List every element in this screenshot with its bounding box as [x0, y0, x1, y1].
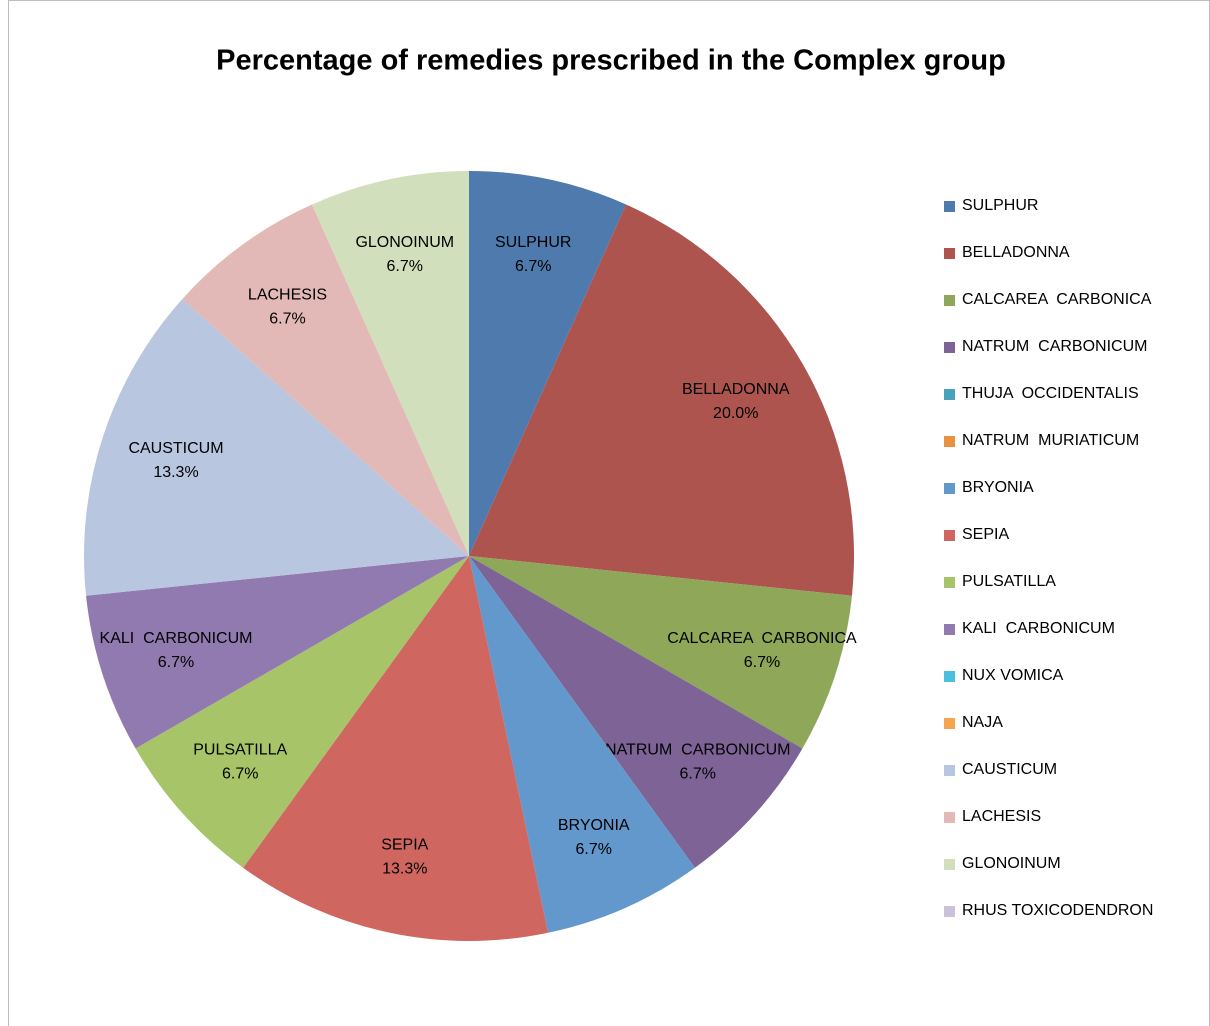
- legend-label: BRYONIA: [962, 479, 1034, 496]
- legend-swatch: [944, 671, 955, 682]
- slice-value-label: 6.7%: [387, 258, 423, 275]
- legend-swatch: [944, 624, 955, 635]
- legend-label: CAUSTICUM: [962, 761, 1057, 778]
- legend-swatch: [944, 389, 955, 400]
- legend-swatch: [944, 530, 955, 541]
- legend-swatch: [944, 765, 955, 776]
- slice-category-label: CAUSTICUM: [128, 440, 223, 457]
- legend-swatch: [944, 718, 955, 729]
- slice-value-label: 6.7%: [744, 654, 780, 671]
- slice-value-label: 6.7%: [680, 765, 716, 782]
- legend-swatch: [944, 436, 955, 447]
- legend-label: PULSATILLA: [962, 573, 1056, 590]
- legend-swatch: [944, 577, 955, 588]
- slice-value-label: 6.7%: [158, 654, 194, 671]
- slice-category-label: SEPIA: [381, 836, 428, 853]
- pie-slice: [469, 556, 695, 933]
- legend-swatch: [944, 342, 955, 353]
- slice-category-label: CALCAREA CARBONICA: [667, 630, 857, 647]
- pie-slice: [469, 204, 854, 596]
- legend-label: GLONOINUM: [962, 855, 1061, 872]
- legend-label: SULPHUR: [962, 197, 1038, 214]
- slice-value-label: 6.7%: [576, 841, 612, 858]
- legend-label: LACHESIS: [962, 808, 1041, 825]
- legend-label: NATRUM MURIATICUM: [962, 432, 1139, 449]
- legend-label: THUJA OCCIDENTALIS: [962, 385, 1139, 402]
- legend-swatch: [944, 906, 955, 917]
- pie-slice: [469, 556, 852, 749]
- slice-category-label: BRYONIA: [558, 817, 630, 834]
- slice-value-label: 6.7%: [222, 765, 258, 782]
- legend-swatch: [944, 483, 955, 494]
- legend-label: NUX VOMICA: [962, 667, 1064, 684]
- legend-label: RHUS TOXICODENDRON: [962, 902, 1153, 919]
- legend-swatch: [944, 859, 955, 870]
- slice-category-label: SULPHUR: [495, 234, 571, 251]
- pie-slice: [135, 556, 470, 868]
- legend-swatch: [944, 201, 955, 212]
- slice-value-label: 20.0%: [713, 405, 758, 422]
- slice-value-label: 6.7%: [515, 258, 551, 275]
- legend-label: KALI CARBONICUM: [962, 620, 1115, 637]
- legend-swatch: [944, 248, 955, 259]
- pie-slice: [182, 204, 470, 556]
- legend-label: SEPIA: [962, 526, 1009, 543]
- slice-category-label: BELLADONNA: [682, 381, 790, 398]
- chart-title: Percentage of remedies prescribed in the…: [216, 45, 1006, 77]
- slice-value-label: 6.7%: [269, 310, 305, 327]
- pie-slice: [469, 171, 627, 556]
- slice-category-label: PULSATILLA: [193, 741, 287, 758]
- pie-slice: [84, 299, 469, 596]
- slice-category-label: KALI CARBONICUM: [100, 630, 253, 647]
- slice-category-label: GLONOINUM: [355, 234, 454, 251]
- legend-label: BELLADONNA: [962, 244, 1070, 261]
- legend-swatch: [944, 812, 955, 823]
- pie-slice: [311, 171, 469, 556]
- slice-category-label: NATRUM CARBONICUM: [605, 741, 790, 758]
- slice-value-label: 13.3%: [153, 464, 198, 481]
- legend-swatch: [944, 295, 955, 306]
- pie-slice: [243, 556, 549, 941]
- legend-label: CALCAREA CARBONICA: [962, 291, 1152, 308]
- slice-value-label: 13.3%: [382, 860, 427, 877]
- legend-label: NAJA: [962, 714, 1003, 731]
- pie-slice: [469, 556, 803, 868]
- legend-label: NATRUM CARBONICUM: [962, 338, 1147, 355]
- slice-category-label: LACHESIS: [248, 286, 327, 303]
- pie-slice: [86, 556, 469, 749]
